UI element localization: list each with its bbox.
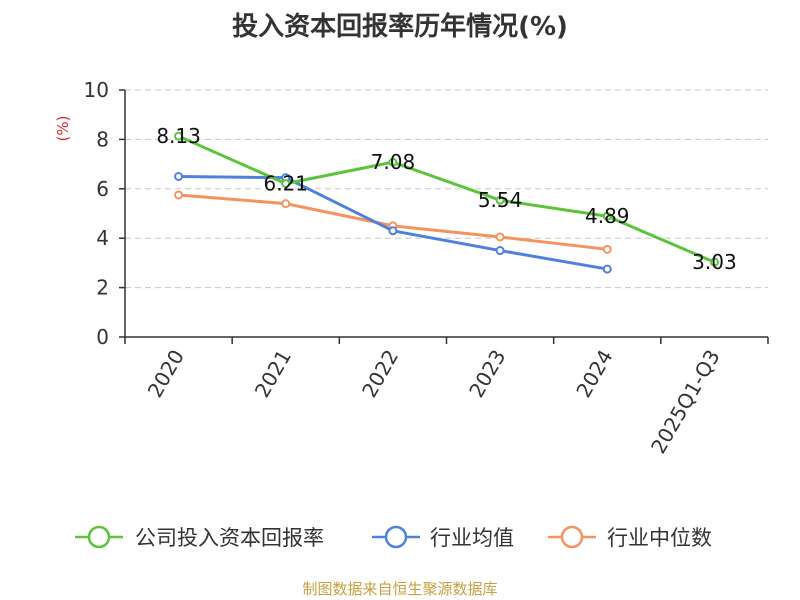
- data-point: [174, 171, 184, 181]
- legend-label: 公司投入资本回报率: [135, 526, 324, 550]
- legend-swatch-marker: [384, 525, 408, 549]
- x-tick-label: 2021: [250, 346, 296, 402]
- data-label: 5.54: [478, 188, 523, 212]
- data-point: [602, 211, 612, 221]
- data-point: [388, 226, 398, 236]
- data-label: 8.13: [156, 124, 201, 148]
- x-tick-label: 2024: [571, 346, 617, 402]
- y-tick-label: 0: [96, 325, 109, 349]
- data-point: [281, 179, 291, 189]
- data-label: 3.03: [692, 250, 737, 274]
- legend-label: 行业中位数: [607, 526, 712, 550]
- data-point: [709, 257, 719, 267]
- chart-title: 投入资本回报率历年情况(%): [232, 12, 568, 42]
- data-point: [495, 195, 505, 205]
- data-point: [388, 157, 398, 167]
- y-axis-label: (%): [54, 116, 72, 142]
- data-point: [602, 264, 612, 274]
- data-label: 7.08: [371, 150, 416, 174]
- y-tick-label: 6: [96, 177, 109, 201]
- series-line: [177, 134, 716, 264]
- data-point: [281, 199, 291, 209]
- y-tick-label: 4: [96, 226, 109, 250]
- data-point: [174, 131, 184, 141]
- data-point: [602, 244, 612, 254]
- x-tick-label: 2022: [357, 346, 403, 402]
- y-tick-label: 8: [96, 127, 109, 151]
- y-tick-label: 10: [84, 78, 109, 102]
- source-note: 制图数据来自恒生聚源数据库: [302, 580, 498, 598]
- x-tick-label: 2020: [143, 346, 189, 402]
- y-tick-label: 2: [96, 276, 109, 300]
- data-point: [174, 190, 184, 200]
- x-tick-label: 2025Q1-Q3: [646, 346, 725, 458]
- data-label: 4.89: [585, 204, 630, 228]
- x-tick-label: 2023: [464, 346, 510, 402]
- data-point: [495, 246, 505, 256]
- data-point: [495, 232, 505, 242]
- legend-swatch-marker: [87, 525, 111, 549]
- legend-label: 行业均值: [430, 526, 514, 550]
- legend-swatch-marker: [560, 525, 584, 549]
- data-label: 6.21: [263, 172, 308, 196]
